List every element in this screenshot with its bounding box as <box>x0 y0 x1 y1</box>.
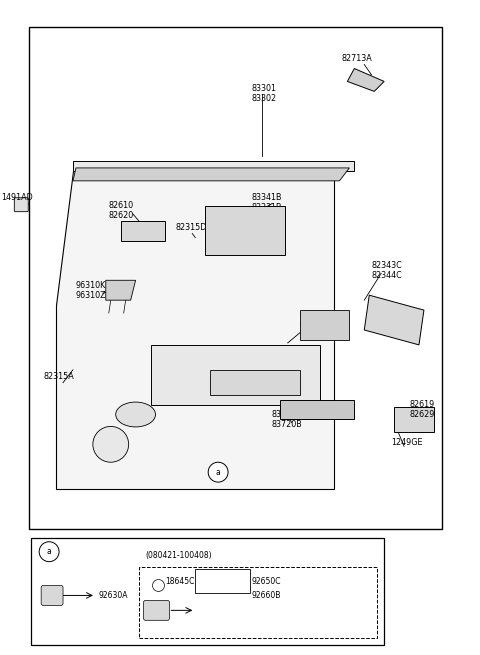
Text: 92650C: 92650C <box>252 577 281 586</box>
Polygon shape <box>210 370 300 394</box>
Text: 82343C: 82343C <box>371 261 402 270</box>
Text: a: a <box>47 547 51 556</box>
Text: 82610: 82610 <box>109 201 134 210</box>
Text: 83301: 83301 <box>252 84 277 93</box>
Text: 82629: 82629 <box>409 410 434 419</box>
Circle shape <box>39 542 59 561</box>
Text: a: a <box>216 468 220 477</box>
Text: 82620: 82620 <box>109 211 134 220</box>
FancyBboxPatch shape <box>144 601 169 620</box>
Circle shape <box>208 462 228 482</box>
Text: 1491AD: 1491AD <box>1 193 33 202</box>
Polygon shape <box>364 295 424 345</box>
Ellipse shape <box>116 402 156 427</box>
Circle shape <box>93 426 129 462</box>
Text: 96310K: 96310K <box>76 281 106 290</box>
Text: (080421-100408): (080421-100408) <box>145 551 212 560</box>
Text: 82619: 82619 <box>409 400 434 409</box>
Bar <box>195 569 250 593</box>
Polygon shape <box>348 69 384 92</box>
Text: 96310Z: 96310Z <box>76 291 107 300</box>
Polygon shape <box>73 161 354 171</box>
Text: 83341B: 83341B <box>252 193 282 202</box>
Text: 82315A: 82315A <box>43 372 74 381</box>
Text: 18645C: 18645C <box>166 577 195 586</box>
FancyBboxPatch shape <box>41 586 63 605</box>
Circle shape <box>153 580 165 591</box>
Text: 92630A: 92630A <box>99 591 128 600</box>
Polygon shape <box>120 221 166 240</box>
Text: 92660B: 92660B <box>252 591 281 600</box>
Text: 92405F: 92405F <box>300 320 330 329</box>
Text: 82315D: 82315D <box>175 223 207 232</box>
Text: 92406F: 92406F <box>300 310 329 320</box>
Text: 83302: 83302 <box>252 94 277 103</box>
Text: 83720B: 83720B <box>272 420 302 429</box>
FancyBboxPatch shape <box>14 198 28 212</box>
Bar <box>29 27 442 529</box>
Text: 83331B: 83331B <box>252 203 282 212</box>
Polygon shape <box>205 206 285 255</box>
Bar <box>31 538 384 645</box>
Polygon shape <box>73 168 349 181</box>
Polygon shape <box>280 400 354 419</box>
Text: 1249GE: 1249GE <box>391 438 422 447</box>
Bar <box>139 567 377 638</box>
Text: 83710A: 83710A <box>272 410 302 419</box>
Polygon shape <box>394 407 434 432</box>
Polygon shape <box>56 171 335 489</box>
Text: 82713A: 82713A <box>341 54 372 63</box>
Text: 82344C: 82344C <box>371 271 402 280</box>
Polygon shape <box>151 345 320 405</box>
Polygon shape <box>106 280 136 300</box>
Polygon shape <box>300 310 349 340</box>
